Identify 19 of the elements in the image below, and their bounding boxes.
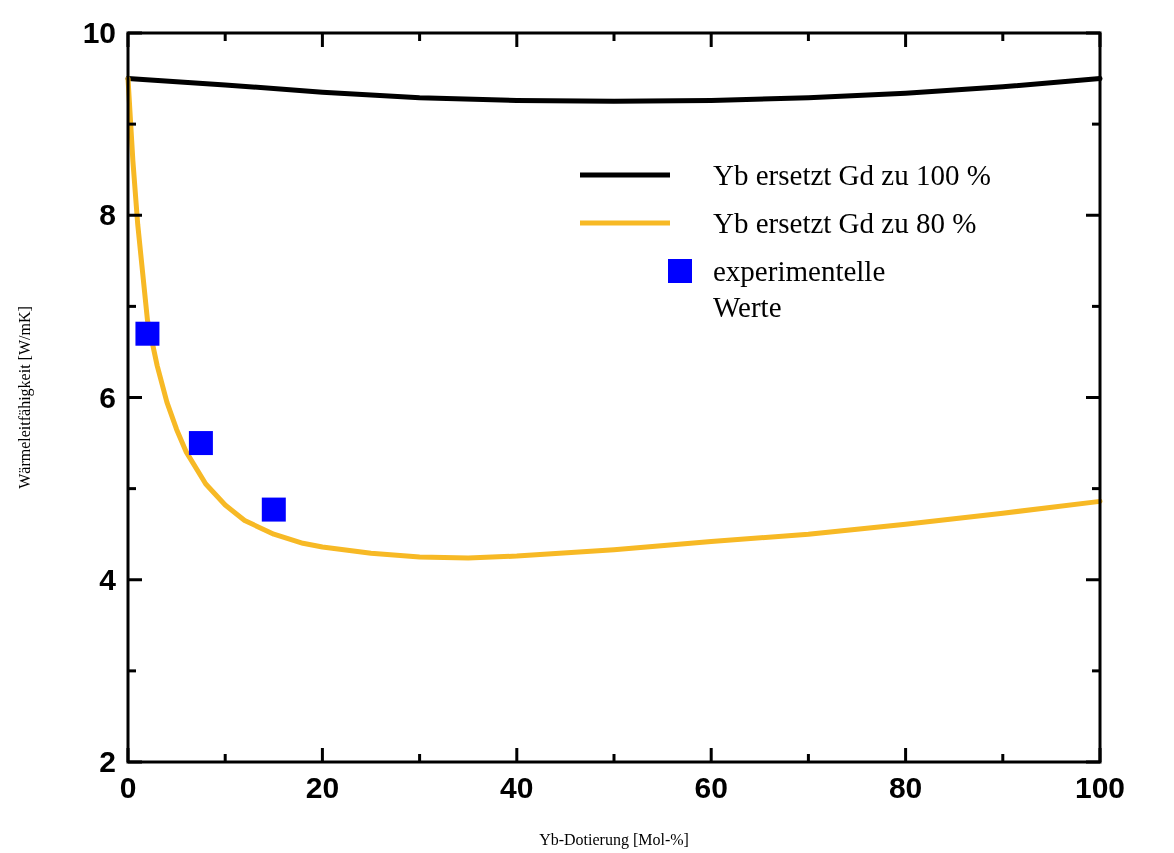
y-tick-label: 6 — [99, 380, 116, 414]
x-tick-label: 100 — [1074, 771, 1126, 804]
legend-label: Yb ersetzt Gd zu 100 % — [713, 159, 991, 191]
x-axis-title: Yb-Dotierung [Mol-%] — [539, 831, 689, 849]
x-tick-label: 60 — [694, 771, 728, 804]
x-tick-label: 40 — [500, 771, 534, 804]
x-tick-label: 80 — [888, 771, 923, 804]
y-tick-label: 4 — [99, 562, 117, 596]
y-axis-title: Wärmeleitfähigkeit [W/mK] — [16, 306, 34, 489]
legend-label: Yb ersetzt Gd zu 80 % — [713, 207, 977, 239]
x-tick-label: 0 — [119, 771, 137, 804]
y-tick-label: 8 — [99, 198, 116, 232]
point — [135, 321, 160, 346]
point — [261, 497, 286, 522]
y-tick-label: 2 — [99, 745, 116, 778]
x-tick-label: 20 — [305, 771, 340, 804]
legend-label: experimentelle Werte — [713, 255, 886, 323]
point — [188, 431, 213, 456]
y-tick-label: 10 — [82, 16, 116, 49]
